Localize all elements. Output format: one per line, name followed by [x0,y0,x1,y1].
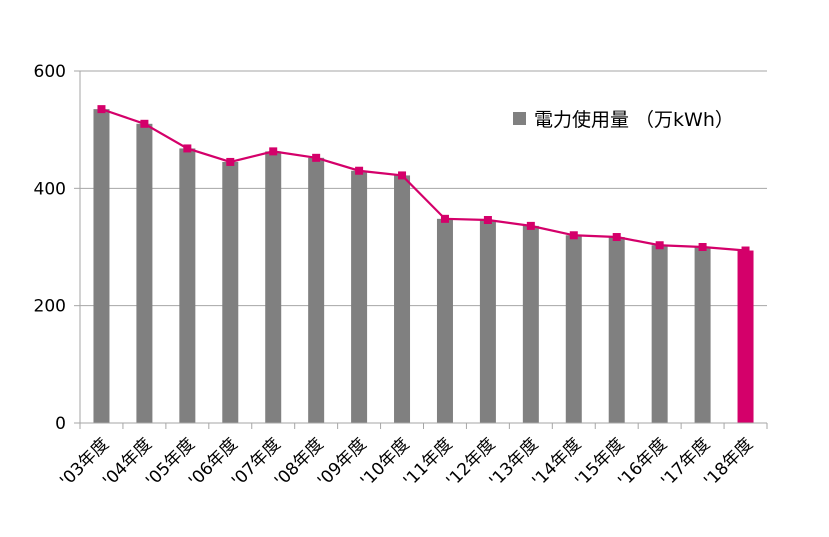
trend-marker [483,216,492,225]
bar [93,109,110,423]
trend-marker [569,231,578,240]
x-tick-labels: '03年度'04年度'05年度'06年度'07年度'08年度'09年度'10年度… [56,434,757,491]
trend-marker [97,105,106,114]
trend-markers [97,105,750,255]
bar [436,218,453,423]
trend-marker [440,214,449,223]
x-tick-label: '18年度 [700,434,757,491]
y-tick-label: 400 [34,179,66,199]
bars [93,109,754,424]
y-tick-label: 600 [34,62,66,82]
bar [222,161,239,423]
bar [651,245,668,423]
trend-marker [226,157,235,166]
y-tick-labels: 0 200 400 600 [34,62,66,434]
trend-marker [655,241,664,250]
bar [308,157,325,423]
trend-marker [398,171,407,180]
trend-line [101,108,746,252]
bar [265,151,282,423]
trend-marker [140,119,149,128]
y-tick-label: 0 [55,414,66,434]
y-tick-label: 200 [34,297,66,317]
bar [565,235,582,423]
trend-marker [526,221,535,230]
bar [351,170,368,423]
bar [694,247,711,423]
bar [737,250,754,423]
bar [179,148,196,423]
legend: 電力使用量 （万kWh） [513,109,734,131]
trend-marker [183,144,192,153]
bar [136,123,153,424]
trend-marker [269,147,278,156]
trend-polyline [101,108,746,252]
bar [479,220,496,423]
trend-marker [612,233,621,242]
trend-marker [355,166,364,175]
axes [74,70,768,429]
legend-label: 電力使用量 （万kWh） [534,109,734,131]
bar [608,237,625,423]
bar [394,175,411,423]
bar [522,225,539,423]
legend-swatch [513,112,526,125]
trend-marker [741,246,750,255]
trend-marker [312,153,321,162]
trend-marker [698,243,707,251]
